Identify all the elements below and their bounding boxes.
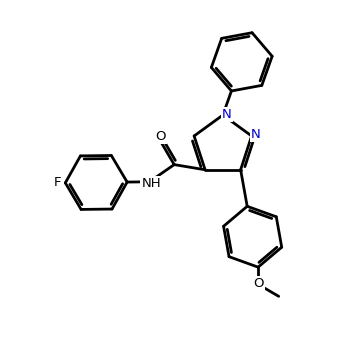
- Text: NH: NH: [141, 177, 161, 190]
- Text: O: O: [253, 277, 264, 290]
- Text: F: F: [54, 176, 61, 189]
- Text: N: N: [251, 128, 261, 141]
- Text: N: N: [222, 108, 232, 121]
- Text: O: O: [155, 129, 166, 143]
